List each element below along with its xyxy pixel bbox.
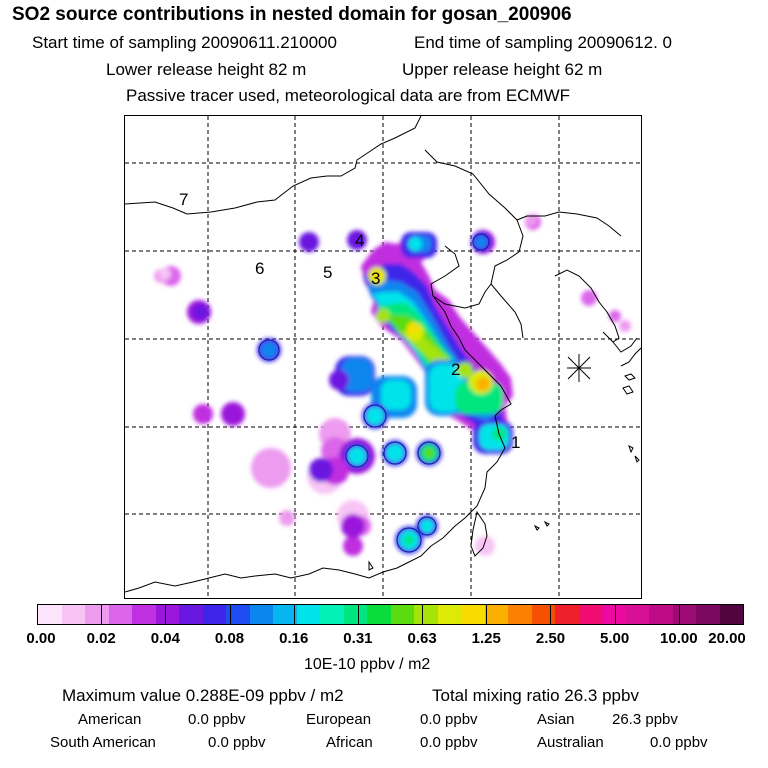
colorbar-cell — [649, 605, 673, 624]
colorbar-tick-label: 1.25 — [471, 630, 501, 647]
total-mixing-label: Total mixing ratio 26.3 ppbv — [432, 686, 639, 705]
colorbar-cell — [484, 605, 508, 624]
colorbar-tick-label: 5.00 — [600, 630, 630, 647]
colorbar-cell — [155, 605, 179, 624]
region-value-south-american: 0.0 ppbv — [208, 734, 266, 751]
colorbar-tick — [293, 604, 295, 625]
colorbar-cell — [108, 605, 132, 624]
colorbar-tick-label: 0.31 — [343, 630, 373, 647]
colorbar-tick-label: 0.00 — [26, 630, 56, 647]
colorbar-cell — [226, 605, 250, 624]
region-value-australian: 0.0 ppbv — [650, 734, 708, 751]
map-grid — [125, 116, 641, 598]
colorbar-tick — [165, 604, 167, 625]
colorbar-cell — [132, 605, 156, 624]
region-name-south-american: South American — [50, 734, 156, 751]
colorbar-cell — [602, 605, 626, 624]
colorbar-tick — [614, 604, 616, 625]
region-label-1: 1 — [511, 433, 520, 452]
concentration-field — [154, 214, 631, 556]
colorbar-cell — [367, 605, 391, 624]
colorbar-tick — [229, 604, 231, 625]
colorbar-cell — [555, 605, 579, 624]
colorbar-cell — [390, 605, 414, 624]
colorbar-cell — [38, 605, 62, 624]
colorbar-cell — [672, 605, 696, 624]
region-value-european: 0.0 ppbv — [420, 711, 478, 728]
colorbar-tick-label: 0.08 — [214, 630, 245, 647]
colorbar-cell — [578, 605, 602, 624]
colorbar-tick — [357, 604, 359, 625]
colorbar-tick-label: 0.04 — [150, 630, 180, 647]
map-canvas: 1 2 3 4 5 6 7 — [125, 116, 641, 598]
asterisk-icon — [567, 354, 591, 382]
upper-height-label: Upper release height 62 m — [402, 60, 603, 79]
region-label-3: 3 — [371, 269, 380, 288]
colorbar-tick-label: 20.00 — [708, 630, 746, 647]
colorbar-tick-label: 0.16 — [279, 630, 309, 647]
colorbar-tick-label: 0.02 — [86, 630, 116, 647]
colorbar-cell — [249, 605, 273, 624]
region-name-european: European — [306, 711, 372, 728]
colorbar-tick — [743, 604, 744, 625]
colorbar-tick — [422, 604, 424, 625]
colorbar — [37, 604, 744, 625]
colorbar-tick — [101, 604, 103, 625]
region-label-5: 5 — [323, 263, 332, 282]
region-name-african: African — [326, 734, 373, 751]
region-name-australian: Australian — [537, 734, 604, 751]
region-value-asian: 26.3 ppbv — [612, 711, 678, 728]
colorbar-tick-label: 2.50 — [535, 630, 566, 647]
colorbar-cell — [437, 605, 461, 624]
region-label-6: 6 — [255, 259, 264, 278]
coastlines — [125, 116, 641, 593]
start-time-label: Start time of sampling 20090611.210000 — [32, 33, 337, 52]
colorbar-cell — [202, 605, 226, 624]
colorbar-cell — [320, 605, 344, 624]
colorbar-cell — [414, 605, 438, 624]
tracer-note: Passive tracer used, meteorological data… — [126, 86, 571, 105]
region-label-7: 7 — [179, 190, 188, 209]
max-value-label: Maximum value 0.288E-09 ppbv / m2 — [62, 686, 344, 705]
region-value-african: 0.0 ppbv — [420, 734, 478, 751]
end-time-label: End time of sampling 20090612. 0 — [414, 33, 673, 52]
colorbar-cell — [531, 605, 555, 624]
region-label-4: 4 — [355, 231, 364, 250]
chart-title: SO2 source contributions in nested domai… — [12, 4, 572, 25]
colorbar-cell — [719, 605, 743, 624]
colorbar-cell — [85, 605, 109, 624]
colorbar-cell — [179, 605, 203, 624]
colorbar-cell — [61, 605, 85, 624]
colorbar-cell — [625, 605, 649, 624]
colorbar-unit: 10E-10 ppbv / m2 — [304, 656, 431, 673]
colorbar-tick-label: 0.63 — [407, 630, 437, 647]
region-label-2: 2 — [451, 360, 460, 379]
colorbar-tick — [678, 604, 680, 625]
colorbar-cell — [508, 605, 532, 624]
colorbar-tick — [550, 604, 552, 625]
colorbar-cell — [273, 605, 297, 624]
region-name-american: American — [78, 711, 142, 728]
contribution-map: 1 2 3 4 5 6 7 — [124, 115, 642, 599]
colorbar-tick-label: 10.00 — [660, 630, 698, 647]
region-value-american: 0.0 ppbv — [188, 711, 246, 728]
colorbar-cell — [461, 605, 485, 624]
colorbar-tick — [486, 604, 488, 625]
region-name-asian: Asian — [537, 711, 575, 728]
colorbar-cell — [696, 605, 720, 624]
lower-height-label: Lower release height 82 m — [106, 60, 307, 79]
colorbar-cell — [343, 605, 367, 624]
colorbar-cell — [296, 605, 320, 624]
colorbar-tick — [37, 604, 38, 625]
